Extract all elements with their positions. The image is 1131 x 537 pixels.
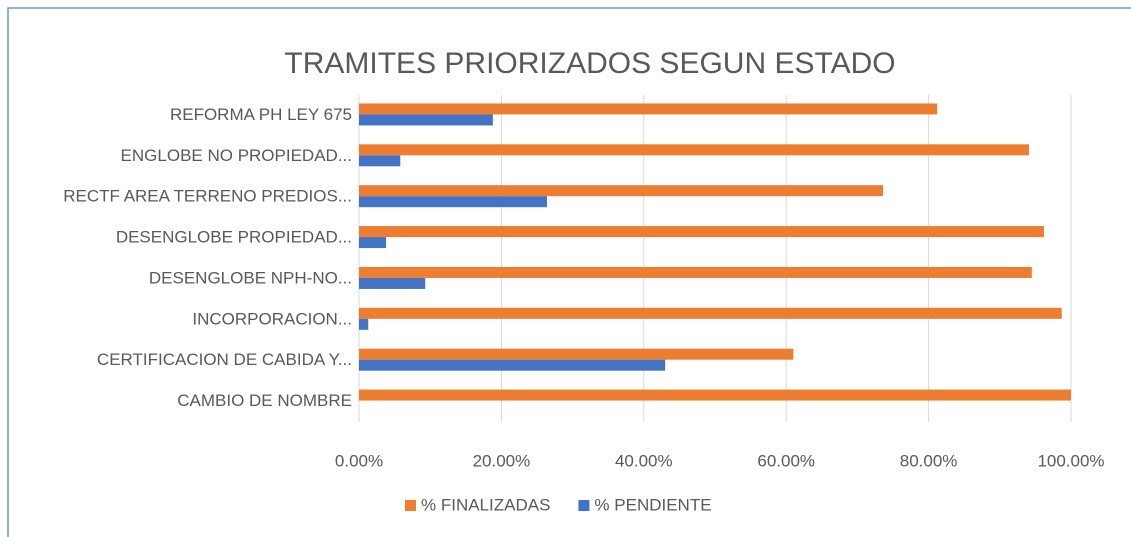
bar [359, 114, 493, 126]
x-tick-label: 40.00% [615, 451, 673, 470]
y-tick-label: REFORMA PH LEY 675 [170, 105, 352, 124]
x-tick-label: 100.00% [1037, 451, 1104, 470]
x-tick-label: 60.00% [757, 451, 815, 470]
legend-swatch [578, 500, 590, 511]
bar [359, 144, 1029, 156]
bar [359, 389, 1071, 401]
bar [359, 196, 547, 208]
bar [359, 277, 426, 289]
y-tick-label: CAMBIO DE NOMBRE [177, 391, 352, 410]
y-tick-label: INCORPORACION... [192, 309, 352, 328]
y-tick-label: RECTF AREA TERRENO PREDIOS... [63, 187, 352, 206]
bar [359, 348, 794, 360]
x-tick-label: 20.00% [473, 451, 531, 470]
legend-label: % PENDIENTE [594, 495, 711, 514]
bar [359, 103, 938, 115]
y-tick-label: DESENGLOBE NPH-NO... [149, 268, 352, 287]
bar [359, 185, 884, 197]
bar [359, 359, 666, 371]
legend-label: % FINALIZADAS [421, 495, 550, 514]
y-tick-label: DESENGLOBE PROPIEDAD... [116, 228, 352, 247]
bar [359, 155, 401, 167]
bar [359, 266, 1032, 278]
chart-title: TRAMITES PRIORIZADOS SEGUN ESTADO [284, 47, 895, 80]
bar [359, 226, 1044, 238]
y-tick-label: CERTIFICACION DE CABIDA Y... [97, 350, 352, 369]
x-tick-label: 80.00% [900, 451, 958, 470]
bar [359, 318, 369, 330]
legend-swatch [405, 500, 416, 511]
bar [359, 237, 387, 249]
bar [359, 307, 1062, 319]
y-tick-label: ENGLOBE NO PROPIEDAD... [121, 146, 352, 165]
x-tick-label: 0.00% [335, 451, 383, 470]
